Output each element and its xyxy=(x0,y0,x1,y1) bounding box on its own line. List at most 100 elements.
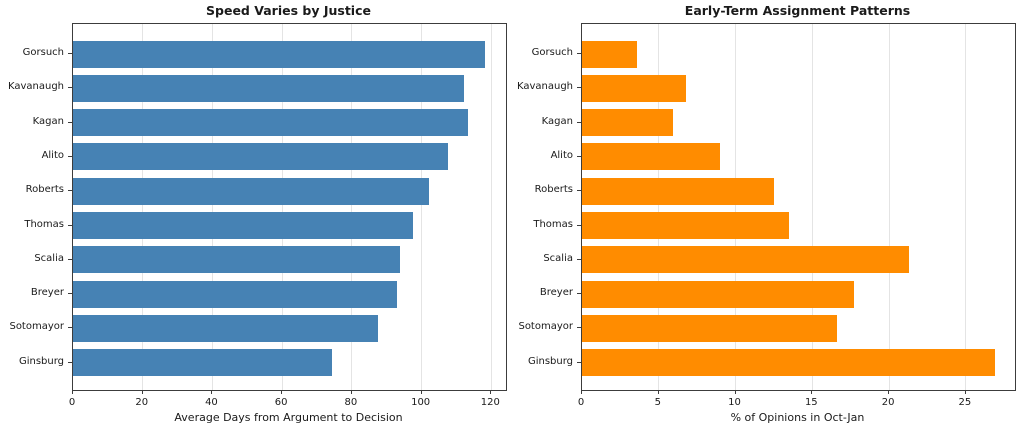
y-tick-mark xyxy=(577,327,581,329)
x-tick-mark xyxy=(350,390,352,394)
y-tick-mark xyxy=(68,361,72,363)
bar-thomas xyxy=(582,212,790,239)
bar-ginsburg xyxy=(582,349,996,377)
x-tick-label-0: 0 xyxy=(68,397,76,408)
y-tick-label-roberts: Roberts xyxy=(25,184,64,196)
gridline-x-10 xyxy=(735,24,737,390)
y-tick-mark xyxy=(577,361,581,363)
x-tick-mark xyxy=(734,390,736,394)
y-tick-label-breyer: Breyer xyxy=(30,287,64,299)
x-tick-mark xyxy=(72,390,73,394)
gridline-x-15 xyxy=(811,24,813,390)
bar-thomas xyxy=(73,212,413,239)
x-tick-mark xyxy=(490,390,492,394)
y-tick-label-scalia: Scalia xyxy=(543,252,573,264)
y-tick-mark xyxy=(68,121,72,123)
bar-scalia xyxy=(73,246,400,274)
x-tick-label-120: 120 xyxy=(480,397,500,408)
x-tick-label-25: 25 xyxy=(958,397,972,408)
left-chart-title: Speed Varies by Justice xyxy=(206,3,371,18)
bar-kagan xyxy=(582,109,673,137)
y-tick-label-ginsburg: Ginsburg xyxy=(18,355,64,367)
y-tick-label-sotomayor: Sotomayor xyxy=(9,321,64,333)
y-tick-mark xyxy=(577,53,581,54)
bar-roberts xyxy=(582,177,774,205)
bar-scalia xyxy=(582,246,910,274)
y-tick-mark xyxy=(577,190,581,192)
x-tick-mark xyxy=(141,390,143,394)
bar-sotomayor xyxy=(582,314,837,342)
y-tick-label-gorsuch: Gorsuch xyxy=(531,47,573,58)
bar-breyer xyxy=(73,280,397,308)
y-tick-mark xyxy=(68,327,72,329)
x-tick-label-80: 80 xyxy=(344,397,358,408)
y-tick-mark xyxy=(68,53,72,54)
gridline-x-5 xyxy=(658,24,660,390)
y-tick-mark xyxy=(68,293,72,295)
bar-alito xyxy=(582,143,721,171)
gridline-x-40 xyxy=(211,24,213,390)
x-tick-label-60: 60 xyxy=(274,397,288,408)
bar-kagan xyxy=(73,109,468,137)
bar-breyer xyxy=(582,280,854,308)
y-tick-label-roberts: Roberts xyxy=(534,184,573,196)
y-tick-mark xyxy=(68,190,72,192)
bar-kavanaugh xyxy=(582,74,687,102)
x-tick-mark xyxy=(811,390,813,394)
left-chart-plot-area xyxy=(72,23,507,391)
x-tick-mark xyxy=(581,390,582,394)
y-tick-label-sotomayor: Sotomayor xyxy=(518,321,573,333)
y-tick-label-ginsburg: Ginsburg xyxy=(527,355,573,367)
y-tick-label-gorsuch: Gorsuch xyxy=(22,47,64,58)
y-tick-label-kavanaugh: Kavanaugh xyxy=(516,81,573,93)
x-tick-label-10: 10 xyxy=(728,397,741,408)
gridline-x-25 xyxy=(965,24,967,390)
gridline-x-100 xyxy=(421,24,423,390)
y-tick-label-alito: Alito xyxy=(550,149,573,161)
x-tick-mark xyxy=(211,390,213,394)
y-tick-label-kavanaugh: Kavanaugh xyxy=(7,81,64,93)
y-tick-label-alito: Alito xyxy=(41,149,64,161)
x-tick-label-20: 20 xyxy=(135,397,149,408)
y-tick-mark xyxy=(577,258,581,260)
right-chart-x-axis-label: % of Opinions in Oct-Jan xyxy=(730,411,865,424)
x-tick-mark xyxy=(281,390,283,394)
y-tick-mark xyxy=(577,293,581,295)
bar-roberts xyxy=(73,177,429,205)
right-chart-plot-area xyxy=(581,23,1016,391)
y-tick-label-thomas: Thomas xyxy=(24,218,64,230)
x-tick-label-0: 0 xyxy=(577,397,585,408)
gridline-x-20 xyxy=(142,24,144,390)
x-tick-label-20: 20 xyxy=(881,397,895,408)
bar-gorsuch xyxy=(582,40,638,68)
x-tick-label-15: 15 xyxy=(804,397,818,408)
gridline-x-60 xyxy=(281,24,283,390)
y-tick-mark xyxy=(577,87,581,89)
y-tick-label-thomas: Thomas xyxy=(533,218,573,230)
gridline-x-20 xyxy=(888,24,890,390)
left-chart-x-axis-label: Average Days from Argument to Decision xyxy=(174,411,403,424)
right-chart-title: Early-Term Assignment Patterns xyxy=(684,3,911,18)
x-tick-label-40: 40 xyxy=(205,397,218,408)
bar-ginsburg xyxy=(73,349,332,377)
y-tick-label-kagan: Kagan xyxy=(541,115,573,127)
x-tick-mark xyxy=(420,390,422,394)
gridline-x-80 xyxy=(351,24,353,390)
x-tick-mark xyxy=(964,390,966,394)
y-tick-mark xyxy=(68,155,72,157)
y-tick-mark xyxy=(577,224,581,226)
y-tick-label-breyer: Breyer xyxy=(539,287,573,299)
y-tick-mark xyxy=(68,224,72,226)
y-tick-mark xyxy=(577,155,581,157)
y-tick-mark xyxy=(68,87,72,89)
bar-alito xyxy=(73,143,449,171)
y-tick-mark xyxy=(68,258,72,260)
y-tick-label-kagan: Kagan xyxy=(32,115,64,127)
gridline-x-120 xyxy=(490,24,492,390)
x-tick-mark xyxy=(888,390,890,394)
x-tick-label-5: 5 xyxy=(654,397,661,408)
y-tick-label-scalia: Scalia xyxy=(34,252,64,264)
bar-sotomayor xyxy=(73,314,378,342)
x-tick-mark xyxy=(657,390,659,394)
